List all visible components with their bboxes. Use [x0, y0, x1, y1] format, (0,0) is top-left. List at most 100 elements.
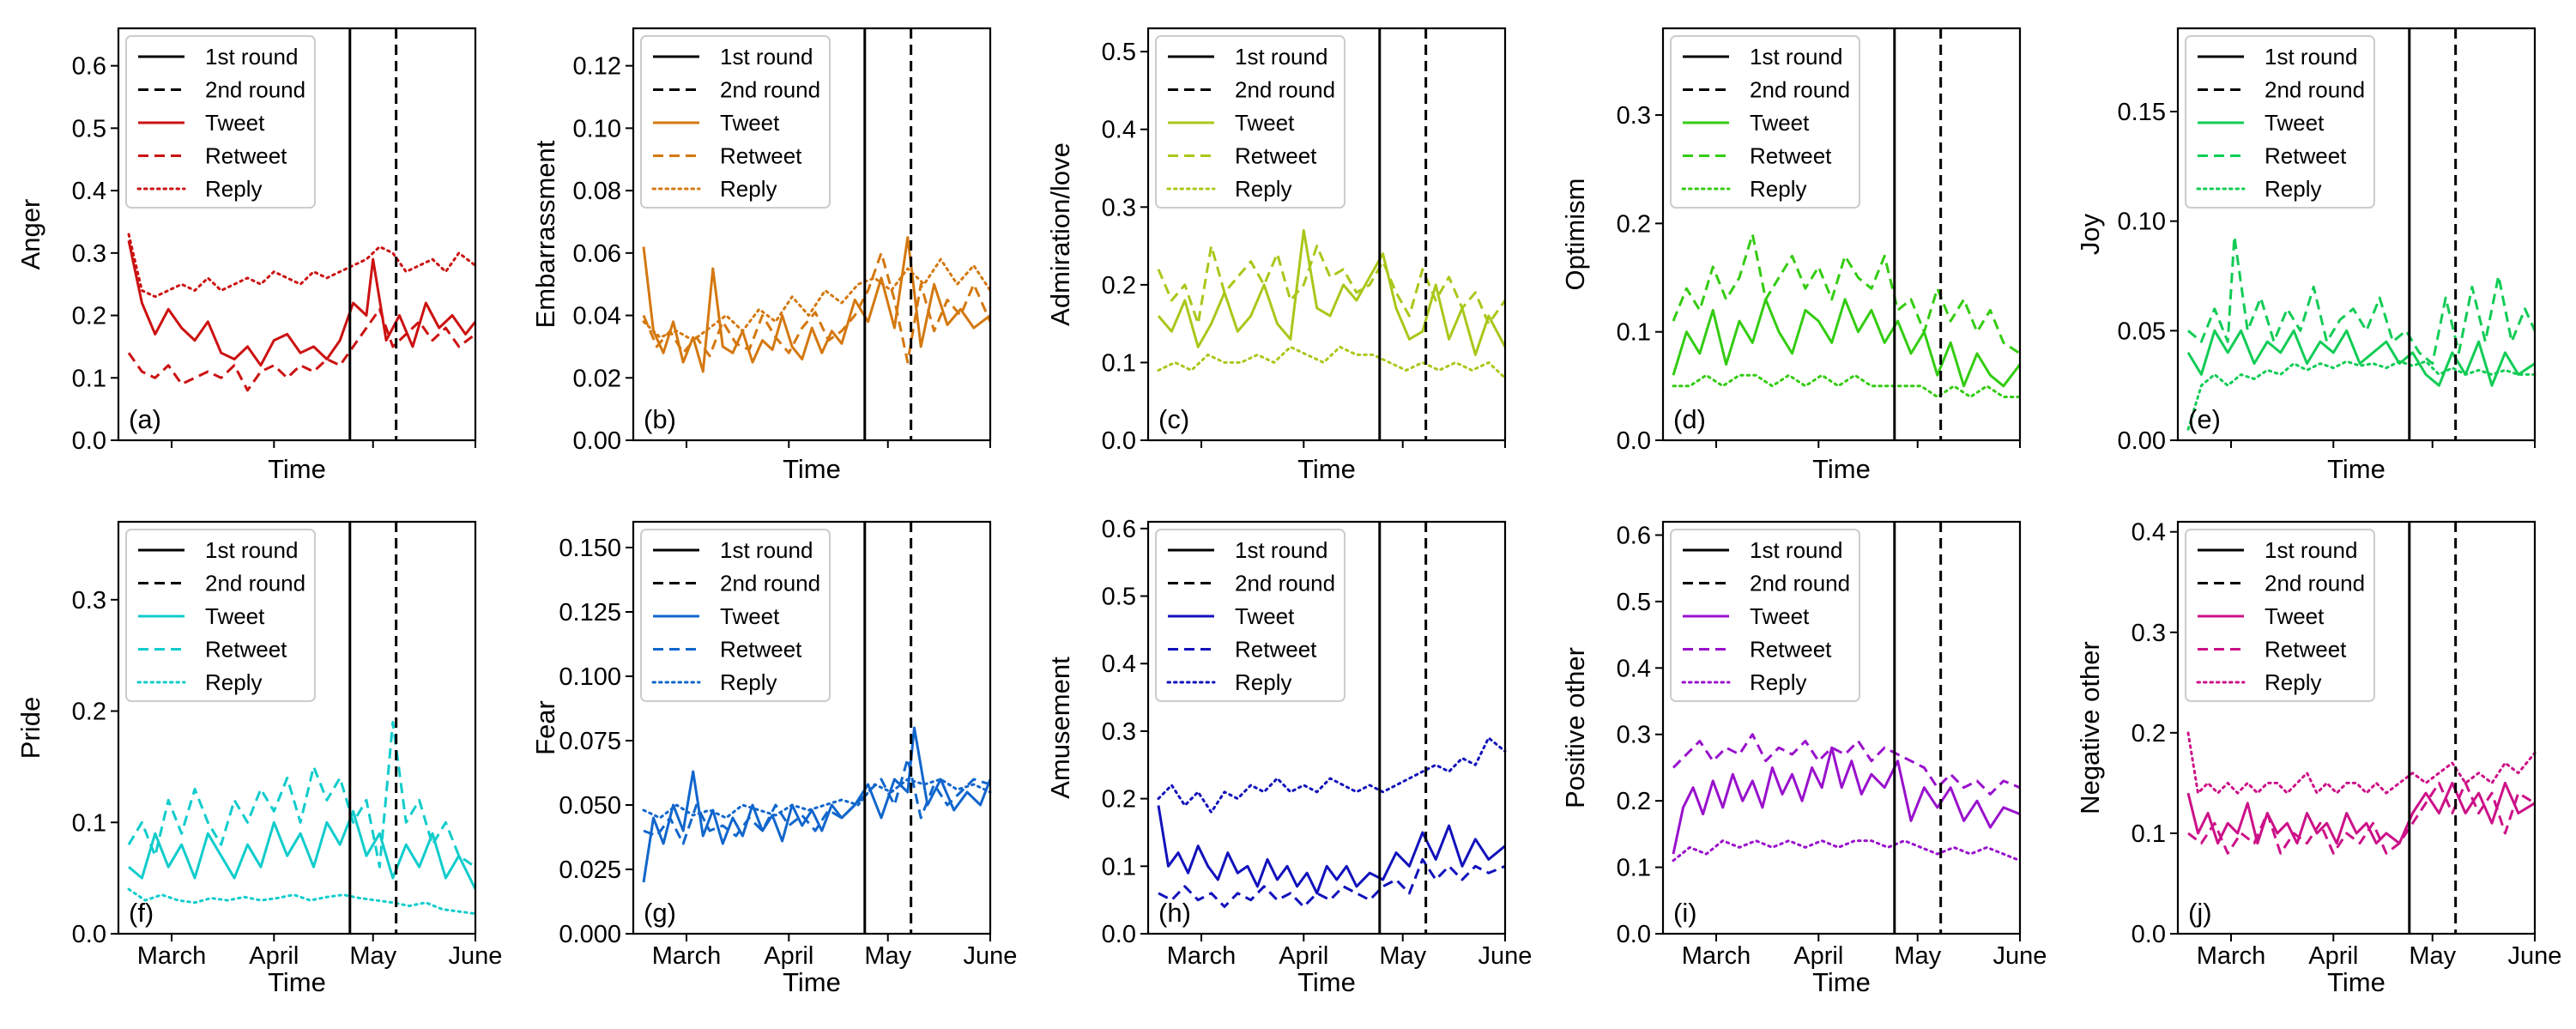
plot-frame — [117, 27, 477, 442]
y-tick-label: 0.12 — [573, 53, 621, 81]
legend: 1st round 2nd round Tweet Retweet Reply — [2185, 529, 2375, 702]
x-axis-label: Time — [1297, 967, 1356, 997]
x-tick-label: May — [349, 942, 396, 970]
legend-entry-label: Retweet — [720, 143, 802, 169]
y-tick-label: 0.0 — [1617, 921, 1651, 948]
series-reply-line — [2186, 731, 2537, 795]
y-tick-label: 0.1 — [1102, 853, 1136, 881]
series-retweet-line — [643, 757, 991, 845]
series-tweet-line — [642, 726, 992, 883]
x-tick-label: April — [249, 942, 299, 970]
panel-d: 0.0 0.1 0.2 0.3 Time Optimism (d) 1st round 2nd … — [1560, 27, 2022, 484]
y-tick-label: 0.15 — [2118, 99, 2166, 126]
y-tick-label: 0.3 — [72, 240, 106, 268]
x-tick-label: June — [964, 942, 1018, 970]
series-reply-line — [1672, 839, 2022, 863]
series-retweet-line — [1672, 733, 2021, 796]
series-reply-line — [642, 257, 992, 342]
y-axis-label: Fear — [530, 700, 560, 755]
panel-h: 0.0 0.1 0.2 0.3 0.4 0.5 0.6 March April May June Ti… — [1045, 516, 1532, 997]
x-tick-label: April — [764, 942, 813, 970]
legend-entry-label: 2nd round — [1235, 571, 1335, 596]
series-retweet-line — [2187, 781, 2536, 855]
legend-entry-label: 1st round — [205, 44, 298, 70]
panel-tag: (e) — [2188, 404, 2221, 434]
y-tick-label: 0.5 — [1102, 39, 1136, 66]
legend-entry-label: 1st round — [2265, 537, 2357, 563]
x-tick-label: May — [2409, 942, 2456, 970]
panel-tag: (a) — [129, 404, 161, 434]
legend-entry-label: 1st round — [1235, 537, 1327, 563]
legend: 1st round 2nd round Tweet Retweet Reply — [125, 529, 316, 702]
panel-j: 0.0 0.1 0.2 0.3 0.4 March April May June Time Nega… — [2075, 519, 2561, 997]
plot-frame — [1661, 27, 2022, 442]
panel-c: 0.0 0.1 0.2 0.3 0.4 0.5 Time Admiration/love (c)… — [1045, 27, 1507, 484]
legend-entry-label: Retweet — [2265, 637, 2347, 663]
legend-entry-label: Retweet — [2265, 143, 2347, 169]
legend-entry-label: 2nd round — [1750, 77, 1850, 103]
x-tick-label: March — [1167, 942, 1237, 970]
panel-tag: (f) — [129, 898, 154, 928]
y-tick-label: 0.2 — [72, 303, 106, 330]
y-tick-label: 0.4 — [72, 178, 106, 205]
panel-tag: (d) — [1673, 404, 1706, 434]
series-retweet-line — [127, 307, 476, 392]
y-axis-label: Admiration/love — [1045, 142, 1075, 326]
x-axis-label: Time — [268, 454, 326, 484]
legend-entry-label: Tweet — [205, 603, 265, 629]
series-retweet-line — [1158, 857, 1506, 908]
legend-entry-label: 2nd round — [1235, 77, 1335, 103]
legend-box — [640, 35, 831, 209]
legend-entry-label: Tweet — [2265, 603, 2325, 629]
y-tick-label: 0.10 — [573, 115, 621, 142]
plot-frame — [2176, 27, 2537, 442]
series-tweet-line — [1672, 746, 2021, 855]
y-tick-label: 0.06 — [573, 240, 621, 268]
series-tweet-line — [2186, 781, 2536, 845]
plot-frame — [632, 27, 992, 442]
legend-entry-label: 2nd round — [1750, 571, 1850, 596]
y-tick-label: 0.2 — [72, 699, 106, 726]
series-reply-line — [127, 233, 477, 299]
y-tick-label: 0.1 — [1617, 319, 1651, 347]
y-tick-label: 0.10 — [2118, 209, 2166, 236]
legend-entry-label: Retweet — [205, 143, 287, 169]
legend-box — [1670, 529, 1860, 702]
y-tick-label: 0.6 — [1617, 522, 1651, 549]
legend-entry-label: Retweet — [1235, 637, 1317, 663]
legend-entry-label: Retweet — [205, 637, 287, 663]
series-tweet-line — [1157, 805, 1506, 895]
legend-entry-label: 1st round — [720, 537, 813, 563]
legend-entry-label: Reply — [1235, 669, 1291, 695]
y-tick-label: 0.1 — [72, 365, 106, 392]
plot-frame — [632, 520, 992, 935]
x-tick-label: April — [2308, 942, 2358, 970]
y-axis-label: Positive other — [1560, 647, 1590, 808]
x-tick-label: June — [449, 942, 503, 970]
y-tick-label: 0.0 — [72, 427, 106, 455]
x-axis-label: Time — [1812, 454, 1871, 484]
y-tick-label: 0.02 — [573, 365, 621, 392]
y-tick-label: 0.100 — [559, 663, 621, 691]
panel-g: 0.000 0.025 0.050 0.075 0.100 0.125 0.150 March… — [530, 520, 1018, 997]
legend: 1st round 2nd round Tweet Retweet Reply — [1155, 35, 1345, 209]
legend-entry-label: Reply — [720, 669, 777, 695]
y-tick-label: 0.3 — [1617, 102, 1651, 130]
y-axis-label: Amusement — [1045, 657, 1075, 799]
plot-frame — [2176, 520, 2537, 935]
legend-entry-label: Retweet — [720, 637, 802, 663]
y-tick-label: 0.3 — [2132, 620, 2166, 647]
x-tick-label: March — [137, 942, 207, 970]
series-tweet-line — [2186, 329, 2536, 387]
x-tick-label: April — [1279, 942, 1328, 970]
y-tick-label: 0.025 — [559, 856, 621, 884]
legend-entry-label: 2nd round — [720, 77, 820, 103]
y-tick-label: 0.3 — [72, 587, 106, 614]
y-axis-label: Anger — [15, 199, 45, 270]
series-tweet-line — [127, 239, 477, 367]
y-tick-label: 0.2 — [1102, 786, 1136, 814]
y-tick-label: 0.6 — [1102, 516, 1136, 543]
legend-box — [125, 529, 316, 702]
x-tick-label: April — [1793, 942, 1843, 970]
series-tweet-line — [1672, 298, 2022, 388]
